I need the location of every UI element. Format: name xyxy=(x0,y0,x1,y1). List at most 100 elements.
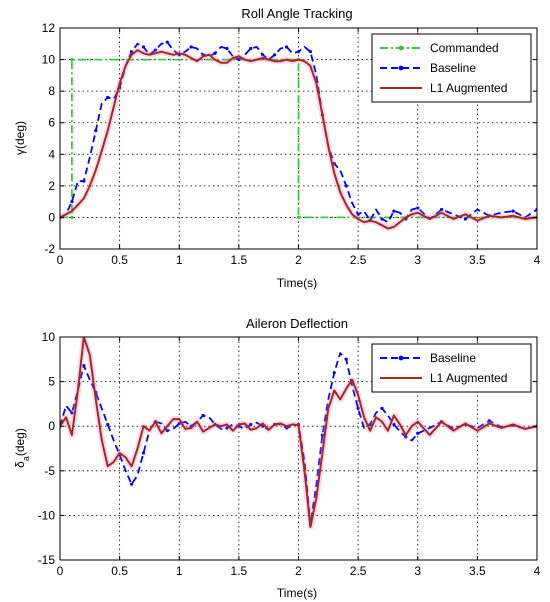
series-point xyxy=(237,57,241,62)
legend-label: Baseline xyxy=(430,351,476,365)
series-point xyxy=(225,46,229,51)
y-tick-label: 10 xyxy=(42,53,56,67)
y-axis-label-unit: (deg) xyxy=(13,428,27,456)
series-point xyxy=(296,50,301,54)
series-point xyxy=(380,217,384,221)
x-tick-label: 3.5 xyxy=(469,564,486,578)
series-point xyxy=(416,431,420,435)
legend-marker xyxy=(398,65,404,71)
series-point xyxy=(70,215,74,220)
legend: Baseline L1 Augmented xyxy=(371,343,532,393)
x-tick-label: 3.5 xyxy=(469,253,486,267)
y-axis-label-symbol: γ xyxy=(13,149,27,155)
series-point xyxy=(153,48,157,52)
series-point xyxy=(284,426,289,430)
x-tick-label: 3 xyxy=(414,253,421,267)
y-tick-label: 12 xyxy=(42,21,56,35)
y-axis-label-subscript: a xyxy=(21,456,31,461)
series-point xyxy=(308,50,313,54)
series-point xyxy=(380,406,384,410)
series-point xyxy=(332,371,336,375)
series-point xyxy=(368,422,372,427)
legend-label: L1 Augmented xyxy=(430,371,507,385)
series-point xyxy=(82,363,86,368)
y-tick-label: -10 xyxy=(38,508,56,522)
chart-title: Roll Angle Tracking xyxy=(241,6,352,21)
x-axis-label: Time(s) xyxy=(277,276,317,290)
series-point xyxy=(440,207,444,212)
legend-box xyxy=(371,343,532,393)
y-tick-label: -2 xyxy=(44,242,55,256)
tick-labels: 0 0.5 1 1.5 2 2.5 3 3.5 4 -15 -10 -5 0 5 10 xyxy=(38,330,541,578)
series-point xyxy=(284,45,289,49)
legend-label: L1 Augmented xyxy=(430,81,507,95)
series-point xyxy=(487,419,491,423)
x-axis-label: Time(s) xyxy=(277,586,317,600)
roll-angle-chart: Roll Angle Tracking 0 0.5 1 1.5 2 2.5 3 3.5 4-20… xyxy=(13,6,541,290)
x-tick-label: 0.5 xyxy=(111,253,128,267)
y-axis-label-symbol: δ xyxy=(13,461,27,468)
series-point xyxy=(225,426,229,430)
y-axis-label: δa(deg) xyxy=(13,428,31,468)
y-tick-label: 5 xyxy=(48,375,55,389)
series-point xyxy=(189,45,193,49)
y-tick-label: 8 xyxy=(48,84,55,98)
series-layer xyxy=(60,40,537,232)
y-tick-label: 6 xyxy=(48,116,55,130)
y-tick-label: 0 xyxy=(48,210,55,224)
series-point xyxy=(106,95,110,100)
series-point xyxy=(177,421,181,426)
series-point xyxy=(70,200,74,204)
series-point xyxy=(249,46,253,51)
legend: Commanded Baseline L1 Augmented xyxy=(371,33,532,103)
x-tick-label: 4 xyxy=(534,564,541,578)
series-point xyxy=(213,51,217,55)
legend-label: Baseline xyxy=(430,61,476,75)
x-tick-label: 1 xyxy=(176,253,183,267)
legend-marker xyxy=(398,45,404,51)
series-line-l1-augmented xyxy=(60,337,537,528)
y-axis-label-unit: (deg) xyxy=(13,121,27,149)
series-point xyxy=(201,413,205,418)
series-line-commanded xyxy=(60,58,537,219)
series-point xyxy=(106,422,110,427)
series-point xyxy=(70,411,74,415)
x-tick-label: 0.5 xyxy=(111,564,128,578)
series-point xyxy=(165,40,169,44)
y-tick-label: -15 xyxy=(38,553,56,567)
series-point xyxy=(392,209,396,213)
series-point xyxy=(249,422,253,427)
x-tick-label: 2 xyxy=(295,564,302,578)
legend-box xyxy=(371,33,532,103)
series-point xyxy=(356,406,360,410)
legend-label: Commanded xyxy=(430,41,499,55)
series-line-l1-augmented xyxy=(60,49,537,230)
series-point xyxy=(94,129,98,133)
x-tick-label: 2.5 xyxy=(350,253,367,267)
series-point xyxy=(273,53,277,57)
series-point xyxy=(344,357,348,361)
x-tick-label: 1.5 xyxy=(231,253,248,267)
series-point xyxy=(416,206,420,210)
legend-marker xyxy=(398,355,404,361)
series-point xyxy=(129,50,134,54)
series-point xyxy=(392,422,396,427)
series-point xyxy=(70,57,74,62)
y-tick-label: 0 xyxy=(48,419,55,433)
x-tick-label: 2 xyxy=(295,253,302,267)
series-point xyxy=(463,217,468,221)
series-point xyxy=(332,162,336,166)
y-tick-label: -5 xyxy=(44,464,55,478)
x-tick-label: 0 xyxy=(57,564,64,578)
x-tick-label: 1 xyxy=(176,564,183,578)
y-tick-label: 4 xyxy=(48,147,55,161)
x-tick-label: 2.5 xyxy=(350,564,367,578)
y-tick-label: 2 xyxy=(48,179,55,193)
x-tick-label: 4 xyxy=(534,253,541,267)
series-point xyxy=(165,429,169,433)
x-tick-label: 0 xyxy=(57,253,64,267)
series-point xyxy=(344,184,348,188)
y-axis-label: γ(deg) xyxy=(13,121,27,155)
